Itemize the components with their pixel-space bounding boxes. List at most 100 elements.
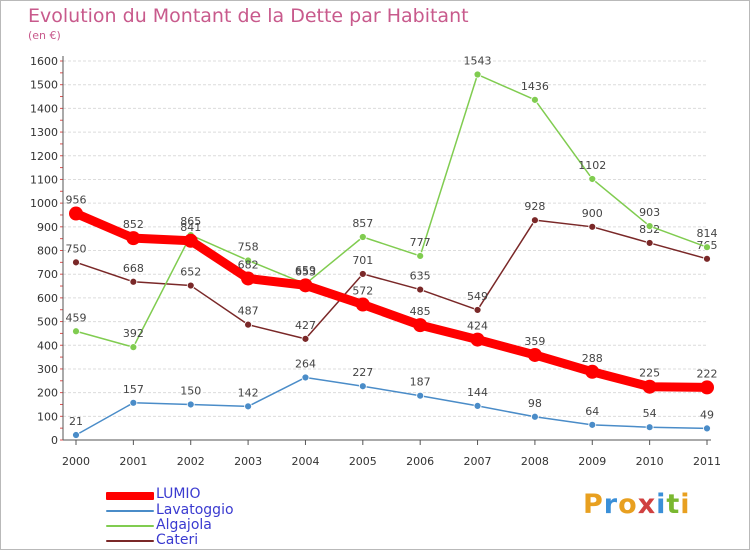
data-point-cateri: [72, 258, 80, 267]
data-label-cateri: 701: [352, 254, 373, 267]
data-point-lavatoggio: [358, 382, 367, 391]
data-point-lumio: [413, 318, 428, 333]
y-tick-label: 200: [37, 387, 58, 400]
y-tick-label: 800: [37, 245, 58, 258]
data-point-cateri: [244, 320, 252, 329]
series-line-cateri: [75, 219, 708, 340]
x-tick-label: 2010: [636, 455, 664, 468]
data-label-algajola: 1543: [464, 55, 492, 68]
y-tick-label: 600: [37, 292, 58, 305]
data-label-lavatoggio: 264: [295, 357, 316, 370]
data-label-cateri: 549: [467, 290, 488, 303]
data-label-lumio: 653: [295, 265, 316, 278]
data-point-lavatoggio: [301, 373, 310, 382]
legend-swatch-algajola: [106, 525, 154, 527]
data-point-cateri: [703, 254, 711, 263]
data-label-lumio: 225: [639, 367, 660, 380]
data-label-algajola: 392: [123, 327, 144, 340]
x-tick-label: 2003: [234, 455, 262, 468]
x-tick-label: 2009: [578, 455, 606, 468]
data-label-cateri: 427: [295, 319, 316, 332]
data-point-lavatoggio: [588, 420, 597, 429]
chart-subtitle: (en €): [28, 29, 61, 42]
data-point-algajola: [129, 343, 138, 352]
legend-swatch-lavatoggio: [106, 510, 154, 512]
data-label-lumio: 359: [524, 335, 545, 348]
data-label-lumio: 956: [66, 194, 87, 207]
y-tick-label: 400: [37, 339, 58, 352]
x-tick-label: 2001: [119, 455, 147, 468]
data-label-algajola: 1102: [578, 159, 606, 172]
proxiti-logo: Proxiti: [583, 489, 691, 520]
data-label-cateri: 900: [582, 207, 603, 220]
data-point-lavatoggio: [473, 401, 482, 410]
data-point-cateri: [588, 222, 597, 231]
data-point-lumio: [585, 364, 600, 379]
y-tick-label: 1400: [30, 102, 58, 115]
x-tick-label: 2005: [349, 455, 377, 468]
data-label-algajola: 777: [410, 236, 431, 249]
data-point-cateri: [645, 239, 654, 247]
data-point-cateri: [186, 281, 195, 290]
legend-label-lumio: LUMIO: [156, 486, 201, 502]
y-tick-label: 500: [37, 316, 58, 329]
data-label-lumio: 222: [697, 367, 718, 380]
data-point-lavatoggio: [129, 398, 138, 407]
chart-title: Evolution du Montant de la Dette par Hab…: [28, 5, 469, 27]
data-point-lumio: [642, 379, 657, 394]
data-point-algajola: [416, 252, 425, 260]
data-point-lumio: [700, 380, 714, 395]
data-label-lumio: 852: [123, 218, 144, 231]
data-point-cateri: [129, 277, 138, 286]
data-label-lavatoggio: 142: [238, 386, 259, 399]
data-label-lumio: 682: [238, 258, 259, 271]
data-point-lumio: [241, 271, 256, 286]
legend-label-algajola: Algajola: [156, 517, 212, 533]
data-label-lavatoggio: 144: [467, 386, 488, 399]
legend-label-lavatoggio: Lavatoggio: [156, 502, 234, 518]
data-point-cateri: [531, 216, 539, 225]
data-point-algajola: [531, 95, 539, 104]
data-label-lavatoggio: 21: [69, 415, 83, 428]
data-label-algajola: 814: [697, 227, 718, 240]
data-point-lumio: [126, 231, 141, 246]
data-point-algajola: [645, 222, 654, 231]
data-label-algajola: 903: [639, 206, 660, 219]
data-label-lavatoggio: 157: [123, 383, 144, 396]
y-tick-label: 1600: [30, 55, 58, 68]
series-lavatoggio: 21 157 150 142 264 227 187 144 98 64 54 49: [69, 357, 714, 439]
data-label-cateri: 652: [180, 266, 201, 279]
data-point-lumio: [355, 297, 370, 312]
data-label-lumio: 485: [410, 305, 431, 318]
data-point-algajola: [703, 243, 711, 252]
data-point-lumio: [69, 206, 83, 221]
data-label-algajola: 459: [66, 311, 87, 324]
data-label-algajola: 857: [352, 217, 373, 230]
data-point-algajola: [588, 175, 597, 183]
series-cateri: 750668652487427701635549928900832765: [66, 200, 718, 343]
data-point-algajola: [473, 70, 482, 79]
y-tick-label: 0: [51, 434, 58, 447]
data-label-lavatoggio: 187: [410, 376, 431, 389]
y-tick-label: 1200: [30, 150, 58, 163]
x-tick-label: 2007: [464, 455, 492, 468]
series-line-lavatoggio: [75, 376, 708, 436]
data-label-lavatoggio: 98: [528, 397, 542, 410]
data-point-lumio: [183, 233, 198, 248]
data-point-algajola: [244, 256, 252, 265]
y-tick-label: 900: [37, 221, 58, 234]
legend-label-cateri: Cateri: [156, 532, 199, 548]
x-tick-label: 2000: [62, 455, 90, 468]
data-point-lavatoggio: [72, 431, 80, 439]
data-point-lumio: [527, 347, 542, 362]
y-tick-label: 1300: [30, 126, 58, 139]
data-label-cateri: 750: [66, 242, 87, 255]
series-line-algajola: [75, 73, 708, 348]
y-tick-label: 100: [37, 410, 58, 423]
data-point-cateri: [473, 306, 482, 314]
data-point-cateri: [416, 285, 425, 294]
data-label-lumio: 288: [582, 352, 603, 365]
data-label-cateri: 668: [123, 262, 144, 275]
data-label-lavatoggio: 227: [352, 366, 373, 379]
